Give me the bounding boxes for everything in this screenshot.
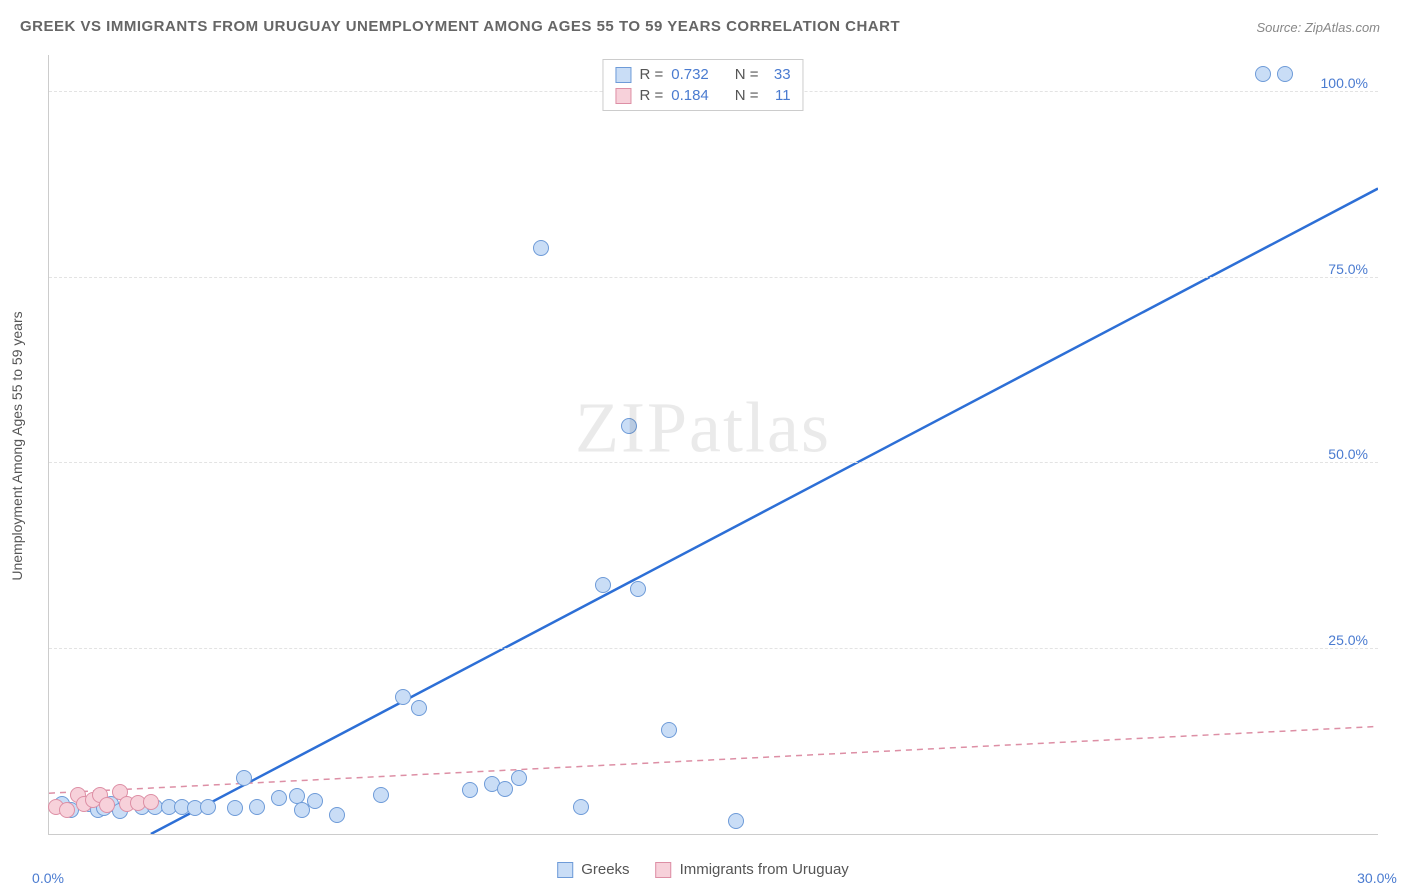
legend-stats-row: R = 0.184 N = 11	[615, 85, 790, 106]
legend-label: Greeks	[581, 861, 629, 878]
stat-r-value: 0.184	[671, 87, 709, 104]
trend-lines	[49, 55, 1378, 834]
data-point	[1255, 66, 1271, 82]
legend-stats-row: R = 0.732 N = 33	[615, 64, 790, 85]
legend-swatch	[615, 88, 631, 104]
data-point	[249, 799, 265, 815]
data-point	[661, 722, 677, 738]
y-tick-label: 25.0%	[1328, 632, 1368, 648]
data-point	[573, 799, 589, 815]
data-point	[143, 794, 159, 810]
data-point	[728, 813, 744, 829]
stat-r-label: R =	[639, 66, 663, 83]
data-point	[1277, 66, 1293, 82]
y-tick-label: 50.0%	[1328, 446, 1368, 462]
stat-r-value: 0.732	[671, 66, 709, 83]
data-point	[511, 770, 527, 786]
legend-swatch	[557, 862, 573, 878]
data-point	[329, 807, 345, 823]
x-tick-label: 0.0%	[32, 870, 64, 886]
data-point	[630, 581, 646, 597]
trend-line	[151, 189, 1378, 834]
x-tick-label: 30.0%	[1357, 870, 1397, 886]
data-point	[595, 577, 611, 593]
legend-swatch	[615, 67, 631, 83]
chart-title: GREEK VS IMMIGRANTS FROM URUGUAY UNEMPLO…	[20, 18, 900, 35]
data-point	[411, 700, 427, 716]
scatter-chart: 25.0% 50.0% 75.0% 100.0%	[48, 55, 1378, 835]
data-point	[227, 800, 243, 816]
y-tick-label: 75.0%	[1328, 261, 1368, 277]
gridline	[49, 648, 1378, 649]
stat-n-value: 33	[767, 66, 791, 83]
stat-n-value: 11	[767, 87, 791, 104]
legend-swatch	[656, 862, 672, 878]
source-attribution: Source: ZipAtlas.com	[1256, 20, 1380, 35]
data-point	[236, 770, 252, 786]
data-point	[497, 781, 513, 797]
gridline	[49, 277, 1378, 278]
stat-n-label: N =	[735, 66, 759, 83]
data-point	[395, 689, 411, 705]
legend-label: Immigrants from Uruguay	[680, 861, 849, 878]
legend-bottom: Greeks Immigrants from Uruguay	[557, 861, 849, 878]
data-point	[271, 790, 287, 806]
gridline	[49, 462, 1378, 463]
data-point	[59, 802, 75, 818]
legend-item: Immigrants from Uruguay	[656, 861, 849, 878]
data-point	[307, 793, 323, 809]
data-point	[99, 797, 115, 813]
y-tick-label: 100.0%	[1321, 75, 1368, 91]
data-point	[462, 782, 478, 798]
legend-item: Greeks	[557, 861, 629, 878]
y-axis-label: Unemployment Among Ages 55 to 59 years	[9, 311, 25, 580]
stat-r-label: R =	[639, 87, 663, 104]
data-point	[373, 787, 389, 803]
stat-n-label: N =	[735, 87, 759, 104]
data-point	[621, 418, 637, 434]
data-point	[533, 240, 549, 256]
data-point	[200, 799, 216, 815]
legend-stats-box: R = 0.732 N = 33 R = 0.184 N = 11	[602, 59, 803, 111]
